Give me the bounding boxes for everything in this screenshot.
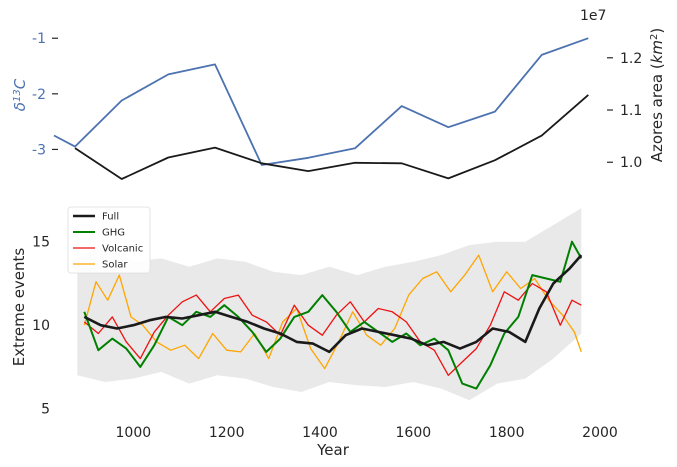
bottom-x-axis: 1000 1200 1400 1600 1800 2000 (116, 425, 618, 441)
series-line-solar (83, 254, 582, 370)
legend-label-solar: Solar (102, 260, 128, 271)
bottom-y-axis: 5 10 15 (32, 235, 50, 418)
top-left-axis: -1 -2 -3 (32, 31, 58, 158)
isotope-area-panel: -1 -2 -3 1.0 1.1 1.2 1e7 δ13C Azores area (k… (11, 8, 666, 180)
x-tick-label: 1000 (116, 425, 152, 441)
series-line-volcanic (83, 282, 582, 376)
left-tick-label: -1 (32, 31, 46, 47)
bottom-series-group (83, 240, 583, 390)
y-tick-label: 5 (41, 402, 50, 418)
left-axis-label: δ13C (11, 78, 29, 111)
right-axis-label-end: ) (648, 28, 666, 34)
legend: Full GHG Volcanic Solar (67, 206, 151, 274)
left-axis-label-tail: C (11, 78, 29, 89)
azores-area-line (74, 94, 589, 180)
top-right-axis: 1.0 1.1 1.2 (607, 51, 642, 171)
right-tick-label: 1.1 (620, 103, 642, 119)
left-axis-label-superscript: 13 (12, 89, 23, 102)
left-tick-label: -2 (32, 87, 46, 103)
delta13c-line (53, 37, 589, 166)
x-tick-label: 1600 (396, 425, 432, 441)
x-tick-label: 1200 (209, 425, 245, 441)
x-tick-label: 2000 (582, 425, 618, 441)
x-tick-label: 1400 (302, 425, 338, 441)
legend-label-ghg: GHG (102, 228, 125, 239)
right-tick-label: 1.2 (620, 51, 642, 67)
top-series-group (53, 37, 589, 180)
bottom-y-axis-label: Extreme events (10, 248, 28, 367)
y-tick-label: 15 (32, 235, 50, 251)
legend-label-full: Full (102, 212, 119, 223)
right-tick-label: 1.0 (620, 155, 642, 171)
left-axis-label-base: δ (11, 102, 29, 111)
right-axis-label-main: Azores area ( (648, 63, 666, 162)
right-axis-offset-label: 1e7 (580, 8, 606, 24)
right-axis-label-unit: km (648, 40, 666, 63)
right-axis-label-superscript: 2 (649, 34, 660, 40)
left-tick-label: -3 (32, 142, 46, 158)
x-axis-label: Year (316, 441, 350, 459)
x-tick-label: 1800 (489, 425, 525, 441)
series-line-full (83, 254, 583, 354)
legend-label-volcanic: Volcanic (102, 244, 143, 255)
extreme-events-panel: 5 10 15 1000 1200 1400 1600 1800 2000 Year Extr… (10, 206, 618, 459)
y-tick-label: 10 (32, 318, 50, 334)
legend-box (67, 206, 151, 274)
right-axis-label: Azores area (km2) (648, 28, 666, 163)
